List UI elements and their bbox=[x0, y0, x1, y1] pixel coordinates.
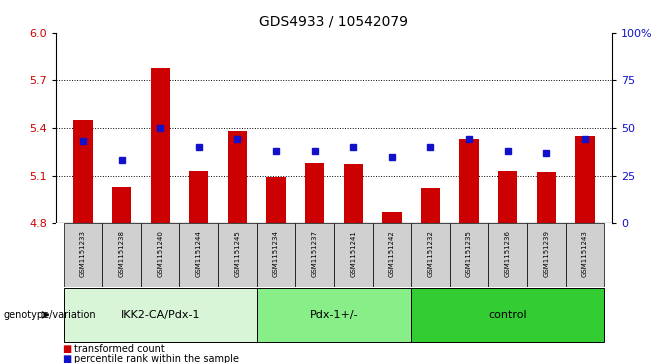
Text: GSM1151234: GSM1151234 bbox=[273, 230, 279, 277]
Bar bbox=[450, 223, 488, 287]
Text: GSM1151244: GSM1151244 bbox=[196, 231, 202, 277]
Text: IKK2-CA/Pdx-1: IKK2-CA/Pdx-1 bbox=[120, 310, 200, 320]
Text: Pdx-1+/-: Pdx-1+/- bbox=[310, 310, 358, 320]
Text: GSM1151233: GSM1151233 bbox=[80, 230, 86, 277]
Text: GSM1151235: GSM1151235 bbox=[466, 230, 472, 277]
Bar bbox=[257, 288, 411, 342]
Text: GSM1151238: GSM1151238 bbox=[118, 230, 124, 277]
Bar bbox=[257, 223, 295, 287]
Bar bbox=[411, 288, 604, 342]
Text: GSM1151241: GSM1151241 bbox=[350, 230, 356, 277]
Bar bbox=[343, 164, 363, 223]
Bar bbox=[334, 223, 372, 287]
Bar bbox=[488, 223, 527, 287]
Bar bbox=[180, 223, 218, 287]
Bar bbox=[382, 212, 401, 223]
Text: GSM1151243: GSM1151243 bbox=[582, 230, 588, 277]
Bar bbox=[575, 136, 595, 223]
Bar bbox=[141, 223, 180, 287]
Text: genotype/variation: genotype/variation bbox=[3, 310, 96, 320]
Bar bbox=[73, 120, 93, 223]
Text: ■: ■ bbox=[63, 344, 72, 354]
Bar bbox=[421, 188, 440, 223]
Bar bbox=[228, 131, 247, 223]
Text: GSM1151232: GSM1151232 bbox=[428, 230, 434, 277]
Bar bbox=[64, 223, 102, 287]
Bar bbox=[266, 177, 286, 223]
Title: GDS4933 / 10542079: GDS4933 / 10542079 bbox=[259, 15, 409, 29]
Bar bbox=[112, 187, 131, 223]
Text: transformed count: transformed count bbox=[74, 344, 164, 354]
Text: GSM1151237: GSM1151237 bbox=[312, 230, 318, 277]
Text: GSM1151239: GSM1151239 bbox=[544, 230, 549, 277]
Bar bbox=[498, 171, 517, 223]
Text: GSM1151245: GSM1151245 bbox=[234, 231, 240, 277]
Bar bbox=[64, 288, 257, 342]
Text: GSM1151242: GSM1151242 bbox=[389, 231, 395, 277]
Bar bbox=[537, 172, 556, 223]
Bar bbox=[295, 223, 334, 287]
Bar bbox=[372, 223, 411, 287]
Text: GSM1151240: GSM1151240 bbox=[157, 230, 163, 277]
Bar bbox=[411, 223, 450, 287]
Bar bbox=[527, 223, 566, 287]
Text: control: control bbox=[488, 310, 527, 320]
Bar bbox=[151, 68, 170, 223]
Bar bbox=[459, 139, 479, 223]
Bar bbox=[189, 171, 209, 223]
Bar bbox=[305, 163, 324, 223]
Text: percentile rank within the sample: percentile rank within the sample bbox=[74, 354, 239, 363]
Bar bbox=[102, 223, 141, 287]
Text: GSM1151236: GSM1151236 bbox=[505, 230, 511, 277]
Bar bbox=[566, 223, 604, 287]
Bar bbox=[218, 223, 257, 287]
Text: ■: ■ bbox=[63, 354, 72, 363]
